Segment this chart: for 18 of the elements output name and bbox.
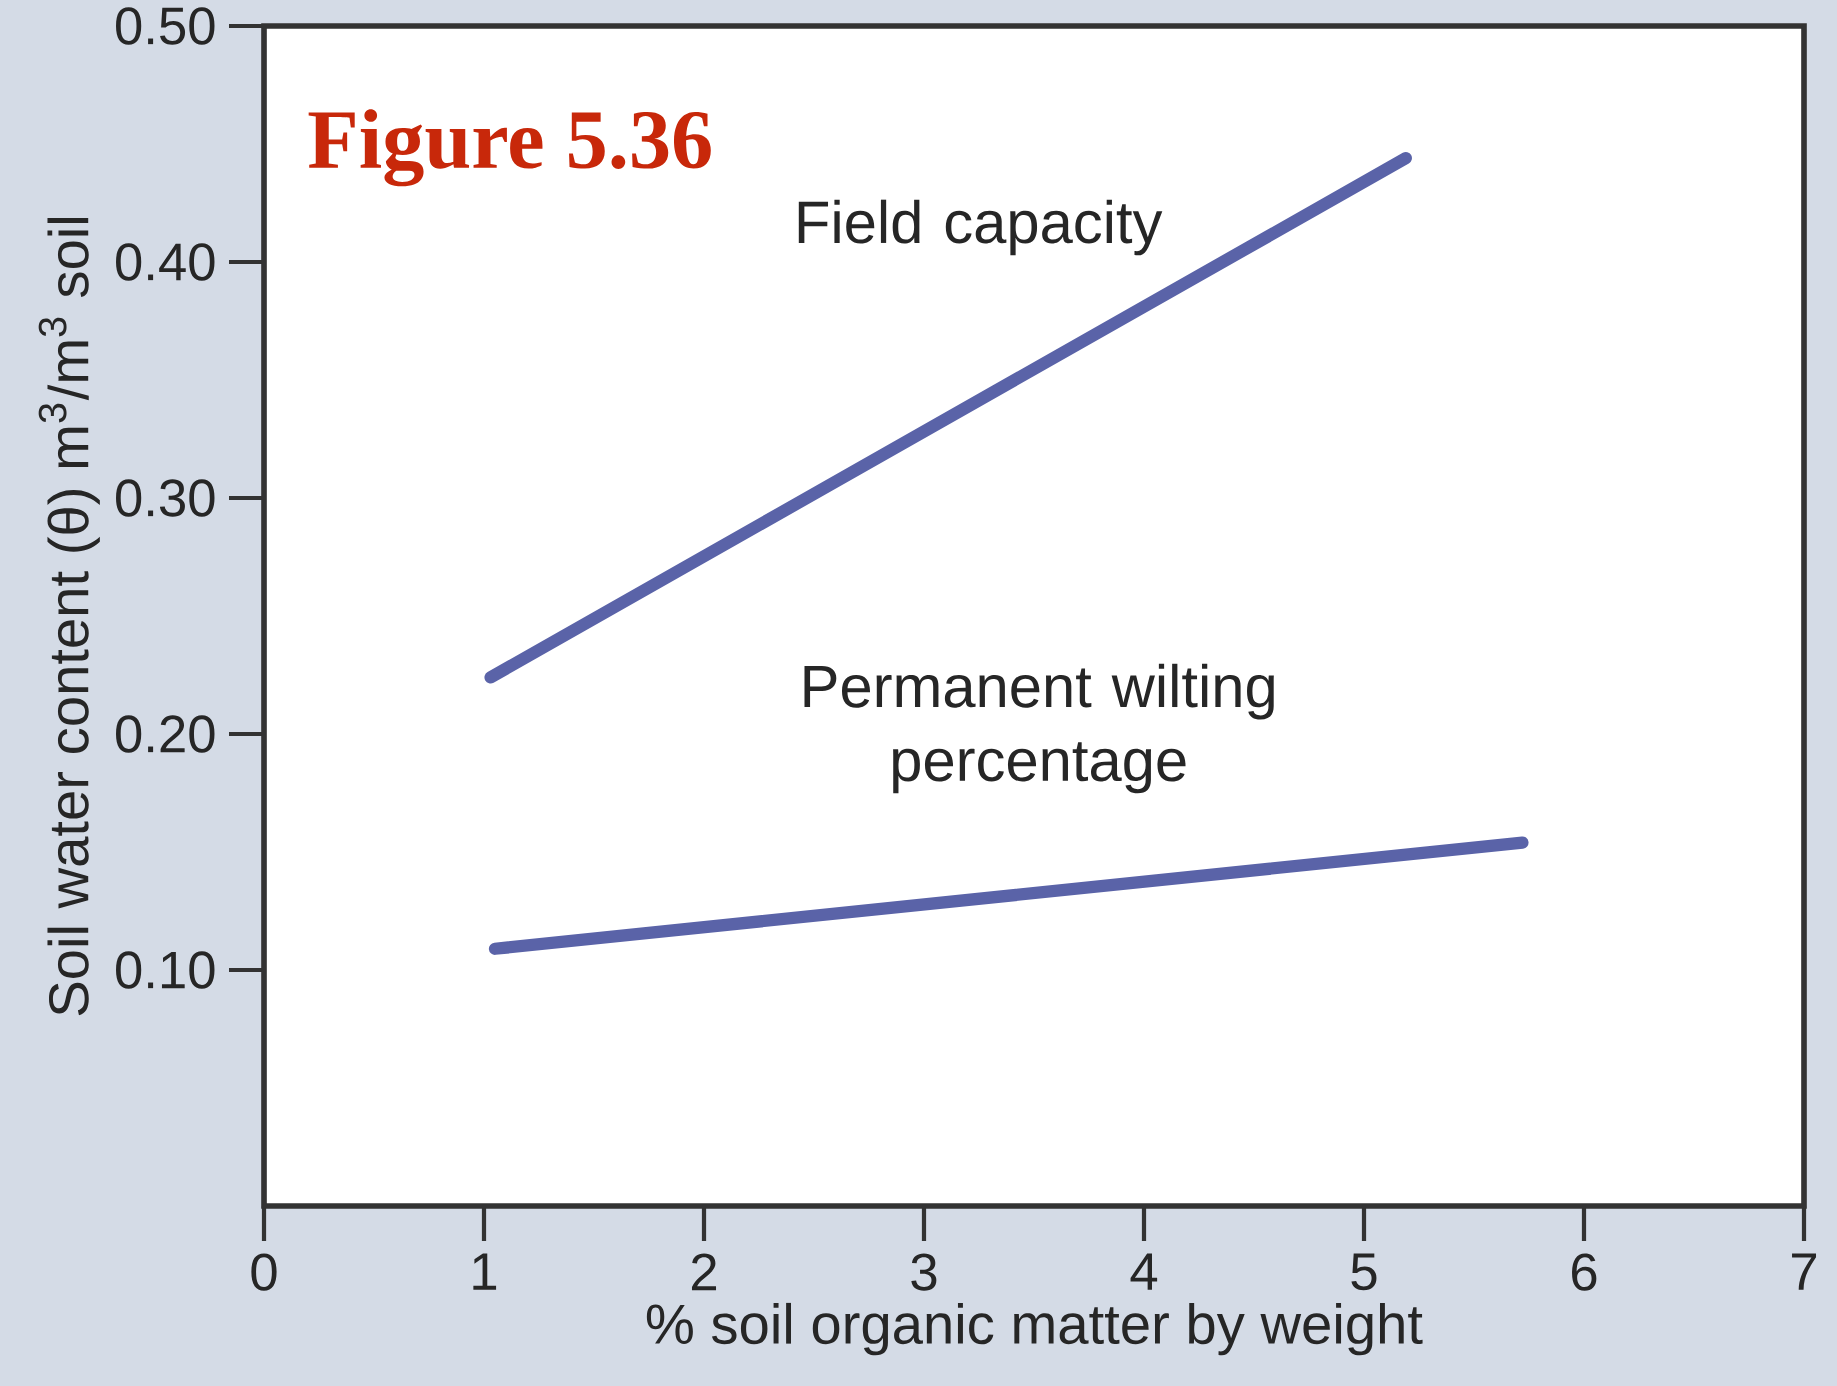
y-tick-label: 0.20 (116, 715, 215, 753)
x-axis-title: % soil organic matter by weight (646, 1302, 1423, 1356)
series-label: Field capacity (798, 199, 1163, 256)
x-tick-label: 7 (1792, 1253, 1817, 1290)
x-tick-label: 6 (1572, 1253, 1597, 1291)
y-tick-label: 0.40 (116, 243, 215, 281)
y-tick-label: 0.50 (116, 7, 215, 45)
x-tick-label: 3 (911, 1253, 937, 1291)
x-tick-label: 2 (691, 1253, 717, 1291)
y-tick-label: 0.30 (116, 479, 215, 517)
x-tick-label: 0 (251, 1253, 277, 1291)
text: Figure 5.36 (308, 109, 711, 187)
x-tick-label: 4 (1130, 1253, 1158, 1290)
y-tick-label: 0.10 (116, 951, 215, 989)
x-tick-label: 5 (1351, 1253, 1377, 1291)
y-axis-title: Soil water content (θ) m$^{3}$/m$^{3}$ soil (38, 218, 100, 1016)
series-label: Permanent wilting percentage (804, 663, 1274, 794)
x-tick-label: 1 (473, 1253, 497, 1290)
